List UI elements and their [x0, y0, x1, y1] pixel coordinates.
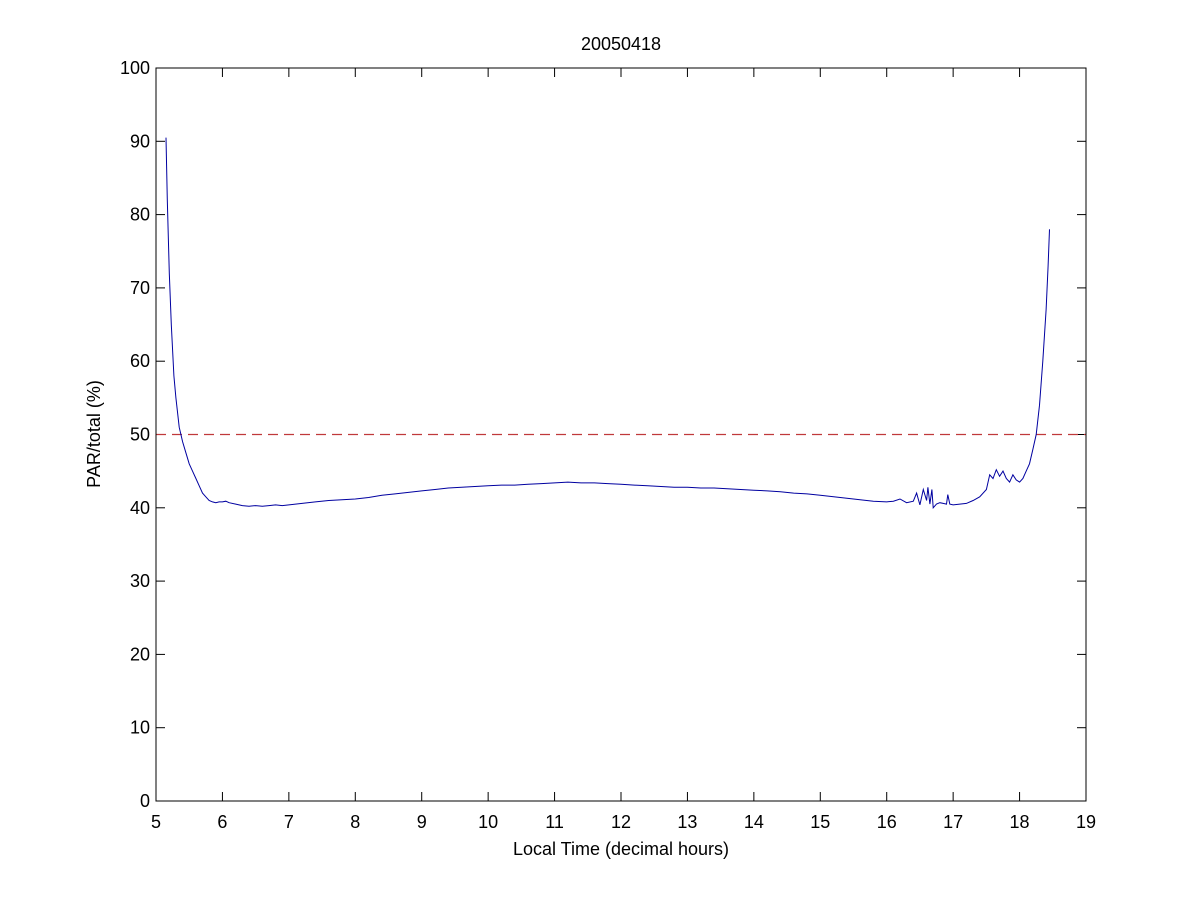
y-tick-label: 50 [130, 425, 150, 445]
axis-ticks: 5 6 7 8 9 10 11 12 13 14 15 16 17 18 19 0 10 20 30 40 50 60 70… [120, 58, 1096, 832]
y-tick-label: 80 [130, 205, 150, 225]
y-tick-label: 90 [130, 131, 150, 151]
y-tick-label: 70 [130, 278, 150, 298]
x-tick-label: 15 [810, 812, 830, 832]
y-tick-label: 60 [130, 351, 150, 371]
x-tick-label: 19 [1076, 812, 1096, 832]
y-tick-label: 0 [140, 791, 150, 811]
x-tick-label: 7 [284, 812, 294, 832]
x-tick-label: 14 [744, 812, 764, 832]
x-tick-label: 18 [1010, 812, 1030, 832]
series-line [165, 137, 1050, 510]
y-tick-label: 20 [130, 644, 150, 664]
y-tick-label: 40 [130, 498, 150, 518]
x-tick-label: 11 [545, 812, 564, 832]
x-tick-label: 5 [151, 812, 161, 832]
x-tick-label: 17 [943, 812, 963, 832]
x-axis-label: Local Time (decimal hours) [513, 839, 729, 859]
y-tick-label: 30 [130, 571, 150, 591]
chart-title: 20050418 [581, 34, 661, 54]
y-axis-label: PAR/total (%) [84, 380, 104, 488]
x-tick-label: 8 [350, 812, 360, 832]
x-tick-label: 16 [877, 812, 897, 832]
x-tick-label: 12 [611, 812, 631, 832]
x-tick-label: 10 [478, 812, 498, 832]
x-tick-label: 6 [217, 812, 227, 832]
y-tick-label: 10 [130, 718, 150, 738]
x-tick-label: 13 [677, 812, 697, 832]
x-tick-label: 9 [417, 812, 427, 832]
y-tick-label: 100 [120, 58, 150, 78]
plot-frame [155, 67, 1087, 802]
